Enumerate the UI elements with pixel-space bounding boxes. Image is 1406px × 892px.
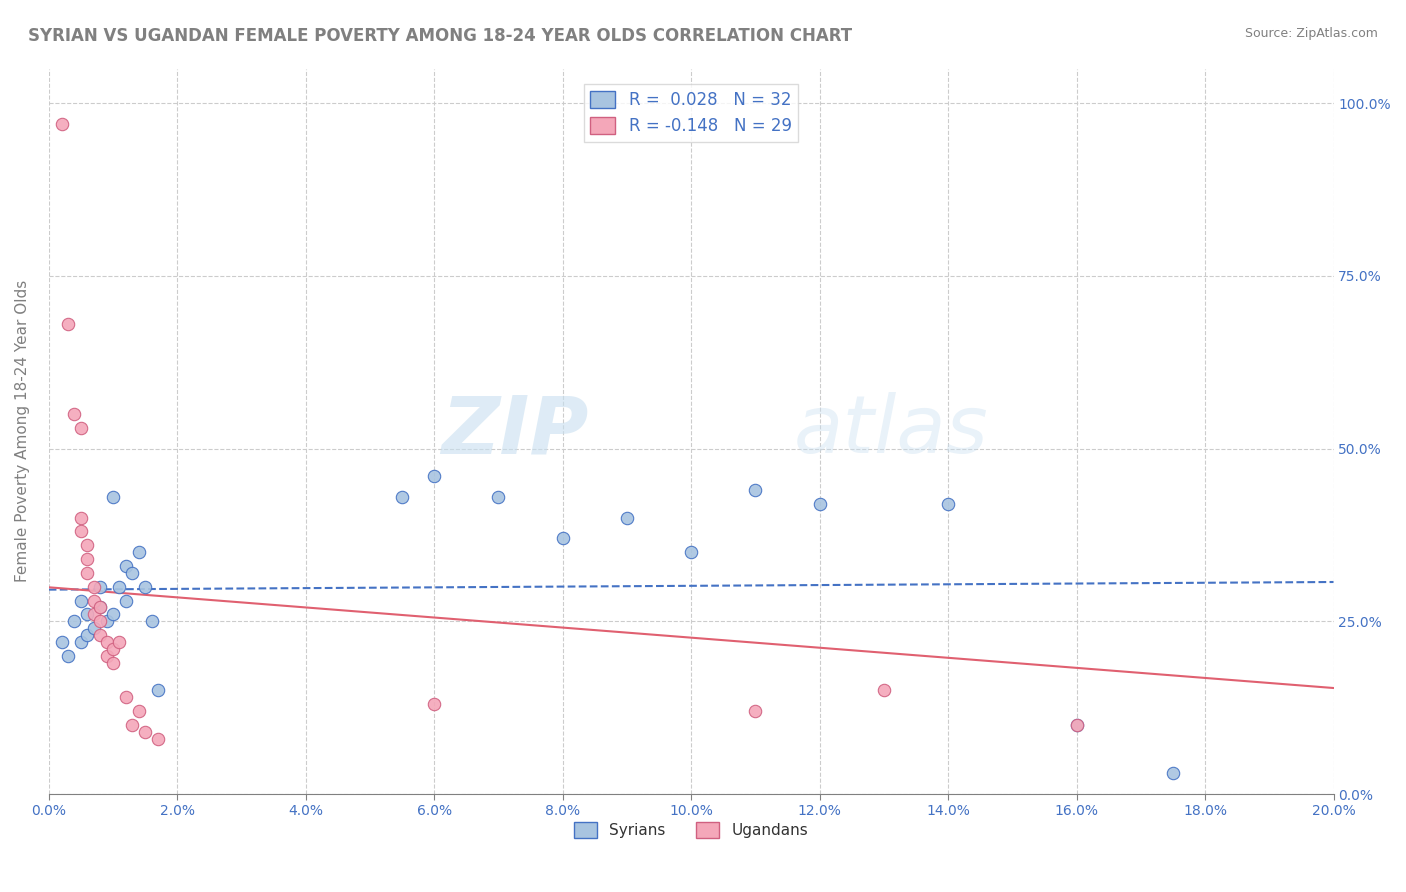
Point — [128, 545, 150, 559]
Point — [121, 566, 143, 580]
Point — [96, 614, 118, 628]
Text: atlas: atlas — [794, 392, 988, 470]
Point — [1066, 718, 1088, 732]
Point — [83, 607, 105, 622]
Legend: Syrians, Ugandans: Syrians, Ugandans — [568, 816, 814, 845]
Point — [616, 510, 638, 524]
Point — [76, 566, 98, 580]
Point — [56, 648, 79, 663]
Point — [83, 621, 105, 635]
Point — [744, 483, 766, 497]
Point — [423, 469, 446, 483]
Point — [486, 490, 509, 504]
Point — [63, 614, 86, 628]
Text: Source: ZipAtlas.com: Source: ZipAtlas.com — [1244, 27, 1378, 40]
Point — [134, 580, 156, 594]
Point — [70, 524, 93, 539]
Point — [1066, 718, 1088, 732]
Y-axis label: Female Poverty Among 18-24 Year Olds: Female Poverty Among 18-24 Year Olds — [15, 280, 30, 582]
Point — [108, 635, 131, 649]
Point — [681, 545, 703, 559]
Point — [1161, 766, 1184, 780]
Point — [128, 704, 150, 718]
Point — [936, 497, 959, 511]
Point — [76, 628, 98, 642]
Text: SYRIAN VS UGANDAN FEMALE POVERTY AMONG 18-24 YEAR OLDS CORRELATION CHART: SYRIAN VS UGANDAN FEMALE POVERTY AMONG 1… — [28, 27, 852, 45]
Point — [114, 559, 136, 574]
Point — [76, 552, 98, 566]
Point — [70, 593, 93, 607]
Point — [76, 607, 98, 622]
Point — [70, 421, 93, 435]
Point — [63, 407, 86, 421]
Point — [96, 648, 118, 663]
Point — [83, 580, 105, 594]
Point — [70, 635, 93, 649]
Point — [121, 718, 143, 732]
Point — [146, 683, 169, 698]
Point — [551, 532, 574, 546]
Point — [146, 731, 169, 746]
Point — [56, 317, 79, 331]
Point — [89, 580, 111, 594]
Point — [873, 683, 896, 698]
Point — [101, 607, 124, 622]
Point — [89, 628, 111, 642]
Point — [76, 538, 98, 552]
Point — [108, 580, 131, 594]
Point — [744, 704, 766, 718]
Point — [114, 593, 136, 607]
Point — [101, 490, 124, 504]
Point — [101, 641, 124, 656]
Point — [391, 490, 413, 504]
Point — [70, 510, 93, 524]
Point — [89, 600, 111, 615]
Point — [141, 614, 163, 628]
Point — [89, 600, 111, 615]
Text: ZIP: ZIP — [441, 392, 588, 470]
Point — [134, 724, 156, 739]
Point — [83, 593, 105, 607]
Point — [51, 117, 73, 131]
Point — [101, 656, 124, 670]
Point — [808, 497, 831, 511]
Point — [89, 614, 111, 628]
Point — [423, 697, 446, 711]
Point — [114, 690, 136, 705]
Point — [96, 635, 118, 649]
Point — [51, 635, 73, 649]
